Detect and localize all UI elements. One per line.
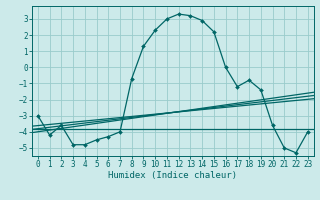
- X-axis label: Humidex (Indice chaleur): Humidex (Indice chaleur): [108, 171, 237, 180]
